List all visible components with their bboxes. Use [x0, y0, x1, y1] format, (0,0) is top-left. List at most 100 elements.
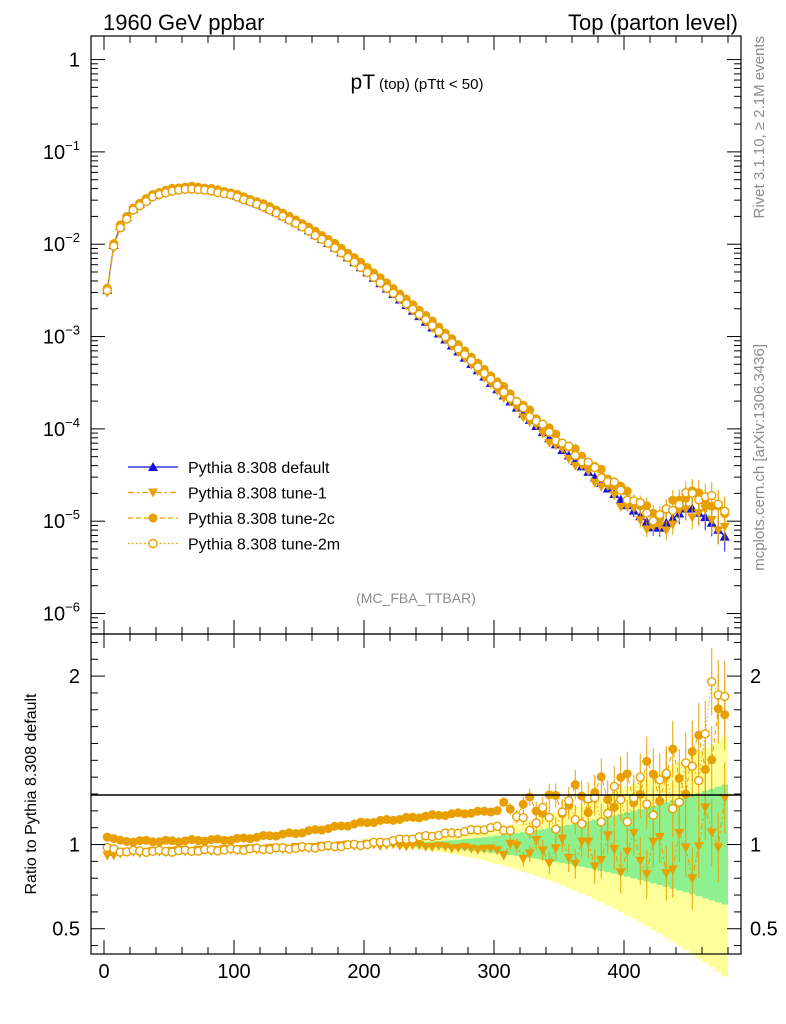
ratio-point: [550, 844, 561, 854]
ratio-point: [641, 870, 652, 880]
data-point: [596, 482, 607, 492]
data-point: [615, 502, 626, 512]
ratio-point: [330, 821, 340, 831]
data-point: [648, 516, 658, 526]
data-point: [128, 205, 138, 215]
legend-marker: [148, 513, 158, 523]
x-tick-label: 100: [217, 961, 250, 983]
ratio-point: [291, 829, 301, 839]
green-band: [617, 813, 624, 876]
data-point: [616, 485, 626, 495]
data-point: [122, 214, 132, 224]
data-point: [693, 509, 704, 519]
y-tick-label: 10−5: [43, 507, 80, 533]
ratio-point: [537, 846, 548, 856]
green-band: [494, 835, 501, 854]
x-tick-label: 300: [477, 961, 510, 983]
ratio-point: [576, 837, 587, 847]
ratio-ylabel: Ratio to Pythia 8.308 default: [23, 693, 40, 895]
green-band: [721, 784, 728, 905]
ratio-point: [525, 792, 535, 802]
header-left: 1960 GeV ppbar: [103, 10, 264, 35]
main-series-layer: [102, 181, 730, 552]
ratio-point: [557, 807, 567, 817]
ratio-point: [538, 802, 548, 813]
ratio-y-tick-label: 1: [69, 835, 80, 857]
series-line-0: [106, 186, 726, 537]
ratio-point: [648, 769, 658, 779]
ratio-point: [622, 847, 633, 857]
ratio-point: [102, 851, 113, 861]
data-point: [479, 368, 489, 379]
data-point: [706, 515, 717, 525]
ratio-point: [310, 825, 320, 835]
y-tick-label: 10−6: [43, 600, 80, 626]
data-point: [486, 374, 496, 384]
green-band: [591, 819, 598, 870]
ratio-axis-ticks: 2 2 1 1 0.5 0.5 0 100 200 300 400: [52, 634, 778, 983]
header-right: Top (parton level): [568, 10, 738, 35]
ratio-point: [707, 676, 717, 687]
ratio-point: [609, 802, 619, 812]
green-band: [663, 802, 670, 887]
data-point: [330, 243, 340, 253]
ratio-point: [492, 821, 502, 831]
ratio-point: [667, 865, 678, 875]
data-point: [492, 380, 502, 390]
ratio-point: [719, 794, 730, 804]
ratio-point: [401, 842, 412, 852]
ratio-point: [531, 818, 541, 828]
ratio-point: [531, 836, 542, 846]
ratio-point: [135, 836, 145, 846]
series-line-1: [106, 188, 725, 532]
data-point: [499, 387, 509, 397]
ratio-point: [635, 772, 645, 782]
ratio-point: [453, 843, 464, 853]
green-band: [572, 823, 579, 866]
main-axis-ticks: 1 10−1 10−2 10−3 10−4 10−5 10−6: [43, 36, 741, 635]
ratio-point: [577, 819, 587, 829]
ratio-point: [661, 768, 671, 779]
data-point: [414, 309, 424, 320]
ratio-point: [518, 812, 528, 823]
ratio-point: [551, 824, 561, 834]
ratio-point: [472, 845, 483, 855]
ratio-y-tick-label-right: 1: [750, 835, 761, 857]
ratio-y-tick-label-right: 2: [750, 666, 761, 688]
data-point: [687, 488, 697, 498]
ratio-point: [544, 812, 554, 823]
data-point: [356, 262, 366, 273]
ratio-point: [362, 818, 372, 828]
ratio-point: [427, 810, 437, 820]
ratio-point: [661, 869, 672, 879]
ratio-point: [596, 772, 606, 782]
ratio-point: [635, 856, 646, 866]
ratio-point: [655, 775, 665, 785]
ratio-point: [616, 795, 626, 805]
ratio-point: [720, 691, 730, 702]
ratio-point: [544, 859, 555, 869]
ratio-point: [642, 799, 652, 809]
legend-marker: [148, 538, 158, 549]
ratio-point: [460, 809, 470, 819]
ratio-point: [609, 781, 619, 792]
ratio-point: [648, 837, 659, 847]
ratio-point: [596, 817, 606, 827]
green-band: [526, 831, 533, 858]
ratio-point: [446, 844, 457, 854]
data-point: [674, 499, 684, 510]
data-point: [583, 457, 593, 467]
green-band: [481, 837, 488, 852]
data-point: [720, 506, 730, 517]
ratio-point: [707, 755, 717, 765]
data-point: [421, 314, 431, 325]
ratio-y-tick-label-right: 0.5: [750, 919, 778, 941]
ratio-point: [557, 834, 568, 844]
ratio-point: [518, 799, 528, 809]
ratio-point: [654, 833, 665, 843]
data-point: [589, 478, 600, 488]
data-point: [375, 277, 385, 288]
x-tick-label: 400: [607, 961, 640, 983]
data-point: [408, 304, 418, 315]
data-point: [447, 338, 457, 348]
